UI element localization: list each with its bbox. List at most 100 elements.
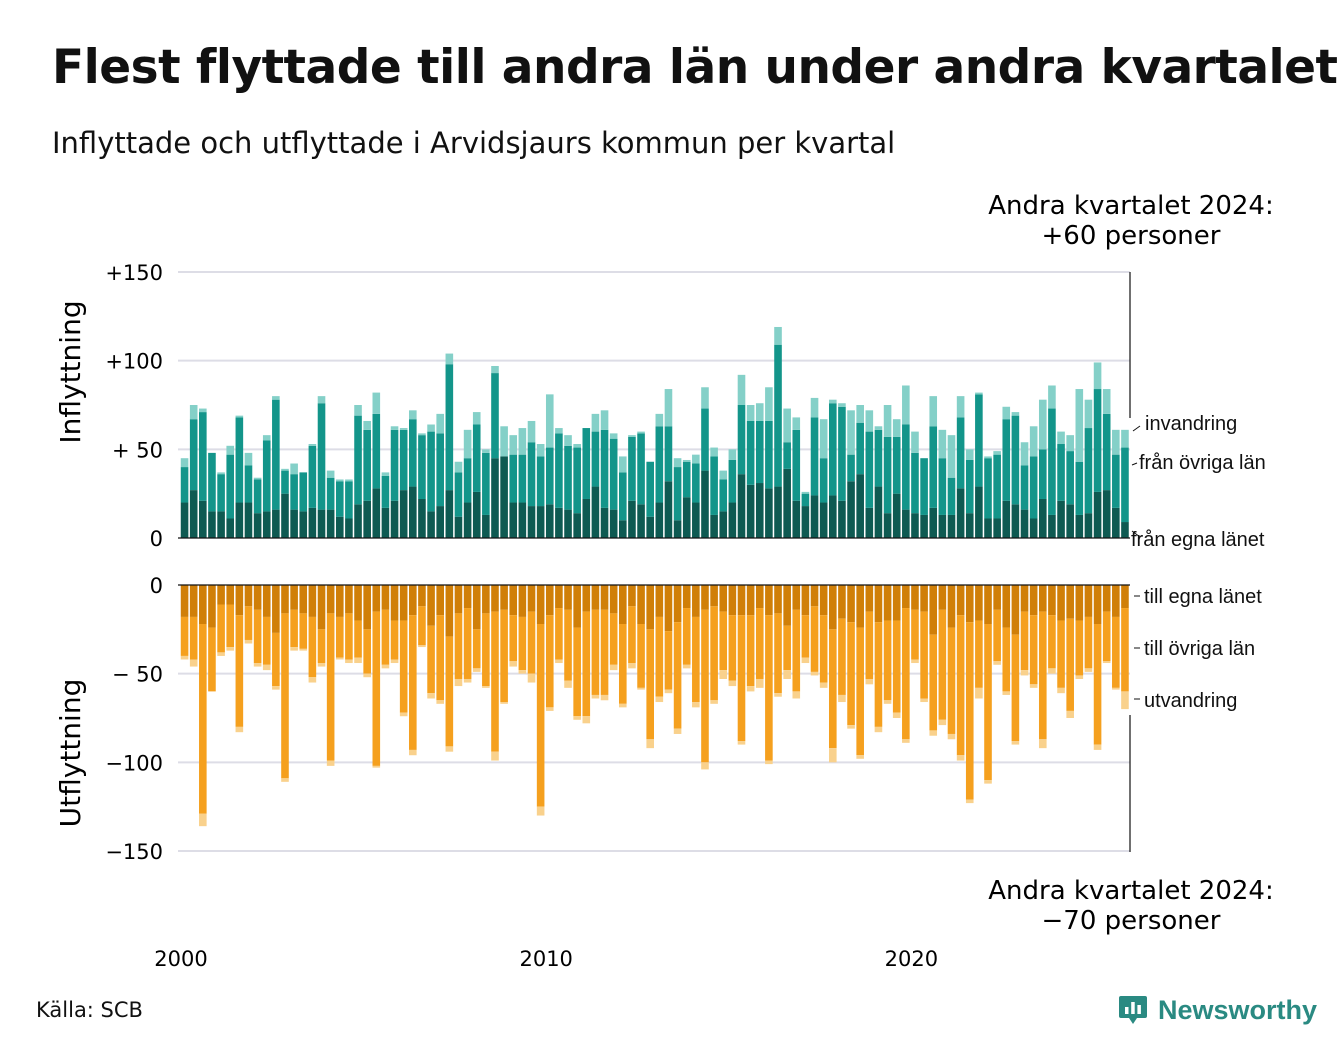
out-bar-ovriga	[692, 616, 700, 703]
in-bar-egna	[208, 511, 216, 538]
in-ylabel: Inflyttning	[54, 300, 87, 443]
out-bar-egna	[1066, 585, 1074, 619]
in-bar-egna	[564, 509, 572, 538]
in-bar-ovriga	[792, 429, 801, 501]
in-bar-ovriga	[1093, 389, 1102, 492]
in-bar-invandring	[564, 435, 572, 446]
out-bar-egna	[619, 585, 627, 625]
in-bar-egna	[527, 506, 536, 538]
out-bar-ovriga	[746, 615, 755, 687]
out-bar-utvandring	[728, 680, 737, 687]
y-tick-label: 0	[150, 527, 163, 551]
out-bar-utvandring	[628, 663, 636, 669]
in-bar-ovriga	[1038, 449, 1047, 499]
out-bar-utvandring	[436, 700, 444, 704]
out-bar-ovriga	[619, 624, 627, 704]
in-bar-invandring	[509, 435, 518, 455]
out-bar-ovriga	[1084, 616, 1093, 669]
out-bar-ovriga	[609, 613, 618, 665]
in-bar-egna	[1038, 498, 1047, 538]
out-bar-utvandring	[1029, 684, 1038, 688]
in-bar-ovriga	[673, 467, 682, 521]
out-bar-utvandring	[482, 686, 490, 688]
in-bar-invandring	[655, 413, 664, 427]
out-bar-utvandring	[244, 639, 253, 644]
out-bar-egna	[655, 585, 664, 617]
in-bar-ovriga	[345, 481, 353, 519]
out-bar-ovriga	[600, 609, 609, 695]
in-bar-invandring	[262, 435, 271, 441]
out-bar-utvandring	[317, 663, 326, 667]
in-bar-invandring	[737, 374, 746, 405]
out-bar-utvandring	[637, 687, 645, 690]
out-bar-ovriga	[409, 615, 417, 750]
in-bar-egna	[819, 502, 828, 538]
axes	[178, 272, 1131, 852]
in-bar-invandring	[1057, 431, 1065, 445]
out-bar-egna	[418, 585, 426, 607]
in-bar-egna	[418, 498, 426, 538]
out-bar-ovriga	[993, 609, 1001, 662]
out-annotation-line2: −70 personer	[1042, 906, 1221, 936]
in-bar-invandring	[180, 458, 189, 468]
in-bar-invandring	[947, 435, 956, 478]
out-bar-ovriga	[673, 622, 682, 729]
in-bar-egna	[774, 486, 782, 538]
in-bar-invandring	[883, 405, 892, 437]
out-bar-ovriga	[299, 613, 308, 649]
out-bar-utvandring	[1121, 691, 1129, 710]
out-bar-ovriga	[463, 608, 472, 679]
in-bar-ovriga	[199, 412, 207, 501]
out-bar-egna	[436, 585, 444, 616]
out-bar-utvandring	[874, 726, 883, 733]
in-bar-invandring	[363, 420, 371, 430]
in-bar-invandring	[619, 456, 627, 473]
in-bar-ovriga	[609, 438, 618, 510]
out-bar-ovriga	[363, 629, 371, 674]
out-bar-egna	[509, 585, 518, 616]
in-bar-egna	[710, 514, 718, 538]
in-bar-ovriga	[956, 417, 965, 489]
out-bar-ovriga	[975, 620, 983, 688]
label-fran-egna-lanet: från egna länet	[1131, 529, 1265, 551]
brand-logo[interactable]: Newsworthy	[1118, 994, 1317, 1026]
in-bar-ovriga	[299, 472, 308, 512]
label-till-egna-lanet: till egna länet	[1144, 586, 1262, 608]
in-bar-invandring	[746, 405, 755, 421]
out-bar-egna	[701, 585, 709, 610]
out-bar-utvandring	[345, 659, 353, 664]
out-bar-utvandring	[536, 806, 545, 816]
out-bar-utvandring	[235, 726, 244, 733]
in-bar-invandring	[819, 419, 828, 459]
in-bar-egna	[847, 481, 855, 538]
in-bar-invandring	[801, 491, 810, 494]
in-bar-ovriga	[180, 467, 189, 503]
in-bar-egna	[646, 516, 654, 538]
in-bar-invandring	[527, 420, 536, 443]
out-bar-ovriga	[390, 620, 399, 660]
out-bar-ovriga	[354, 620, 362, 658]
in-bar-invandring	[1020, 442, 1029, 466]
out-bar-utvandring	[1020, 670, 1029, 676]
in-bar-ovriga	[902, 424, 910, 510]
in-bar-egna	[920, 514, 928, 538]
out-bar-egna	[792, 585, 801, 610]
out-bar-ovriga	[272, 632, 280, 687]
in-bar-egna	[1066, 504, 1074, 538]
in-bar-ovriga	[527, 442, 536, 507]
in-bar-invandring	[673, 458, 682, 468]
in-bar-ovriga	[436, 433, 444, 507]
out-bar-egna	[591, 585, 600, 610]
in-bar-ovriga	[463, 458, 472, 503]
in-bar-ovriga	[1084, 428, 1093, 514]
label-invandring: invandring	[1145, 413, 1237, 435]
in-bar-ovriga	[445, 364, 454, 491]
out-bar-ovriga	[664, 631, 673, 690]
out-bar-egna	[253, 585, 262, 610]
in-bar-invandring	[472, 412, 481, 425]
out-bar-ovriga	[874, 622, 883, 727]
chart-title: Flest flyttade till andra län under andr…	[52, 40, 1338, 95]
out-bar-ovriga	[655, 616, 664, 697]
out-bar-ovriga	[646, 629, 654, 740]
out-bar-egna	[290, 585, 298, 610]
